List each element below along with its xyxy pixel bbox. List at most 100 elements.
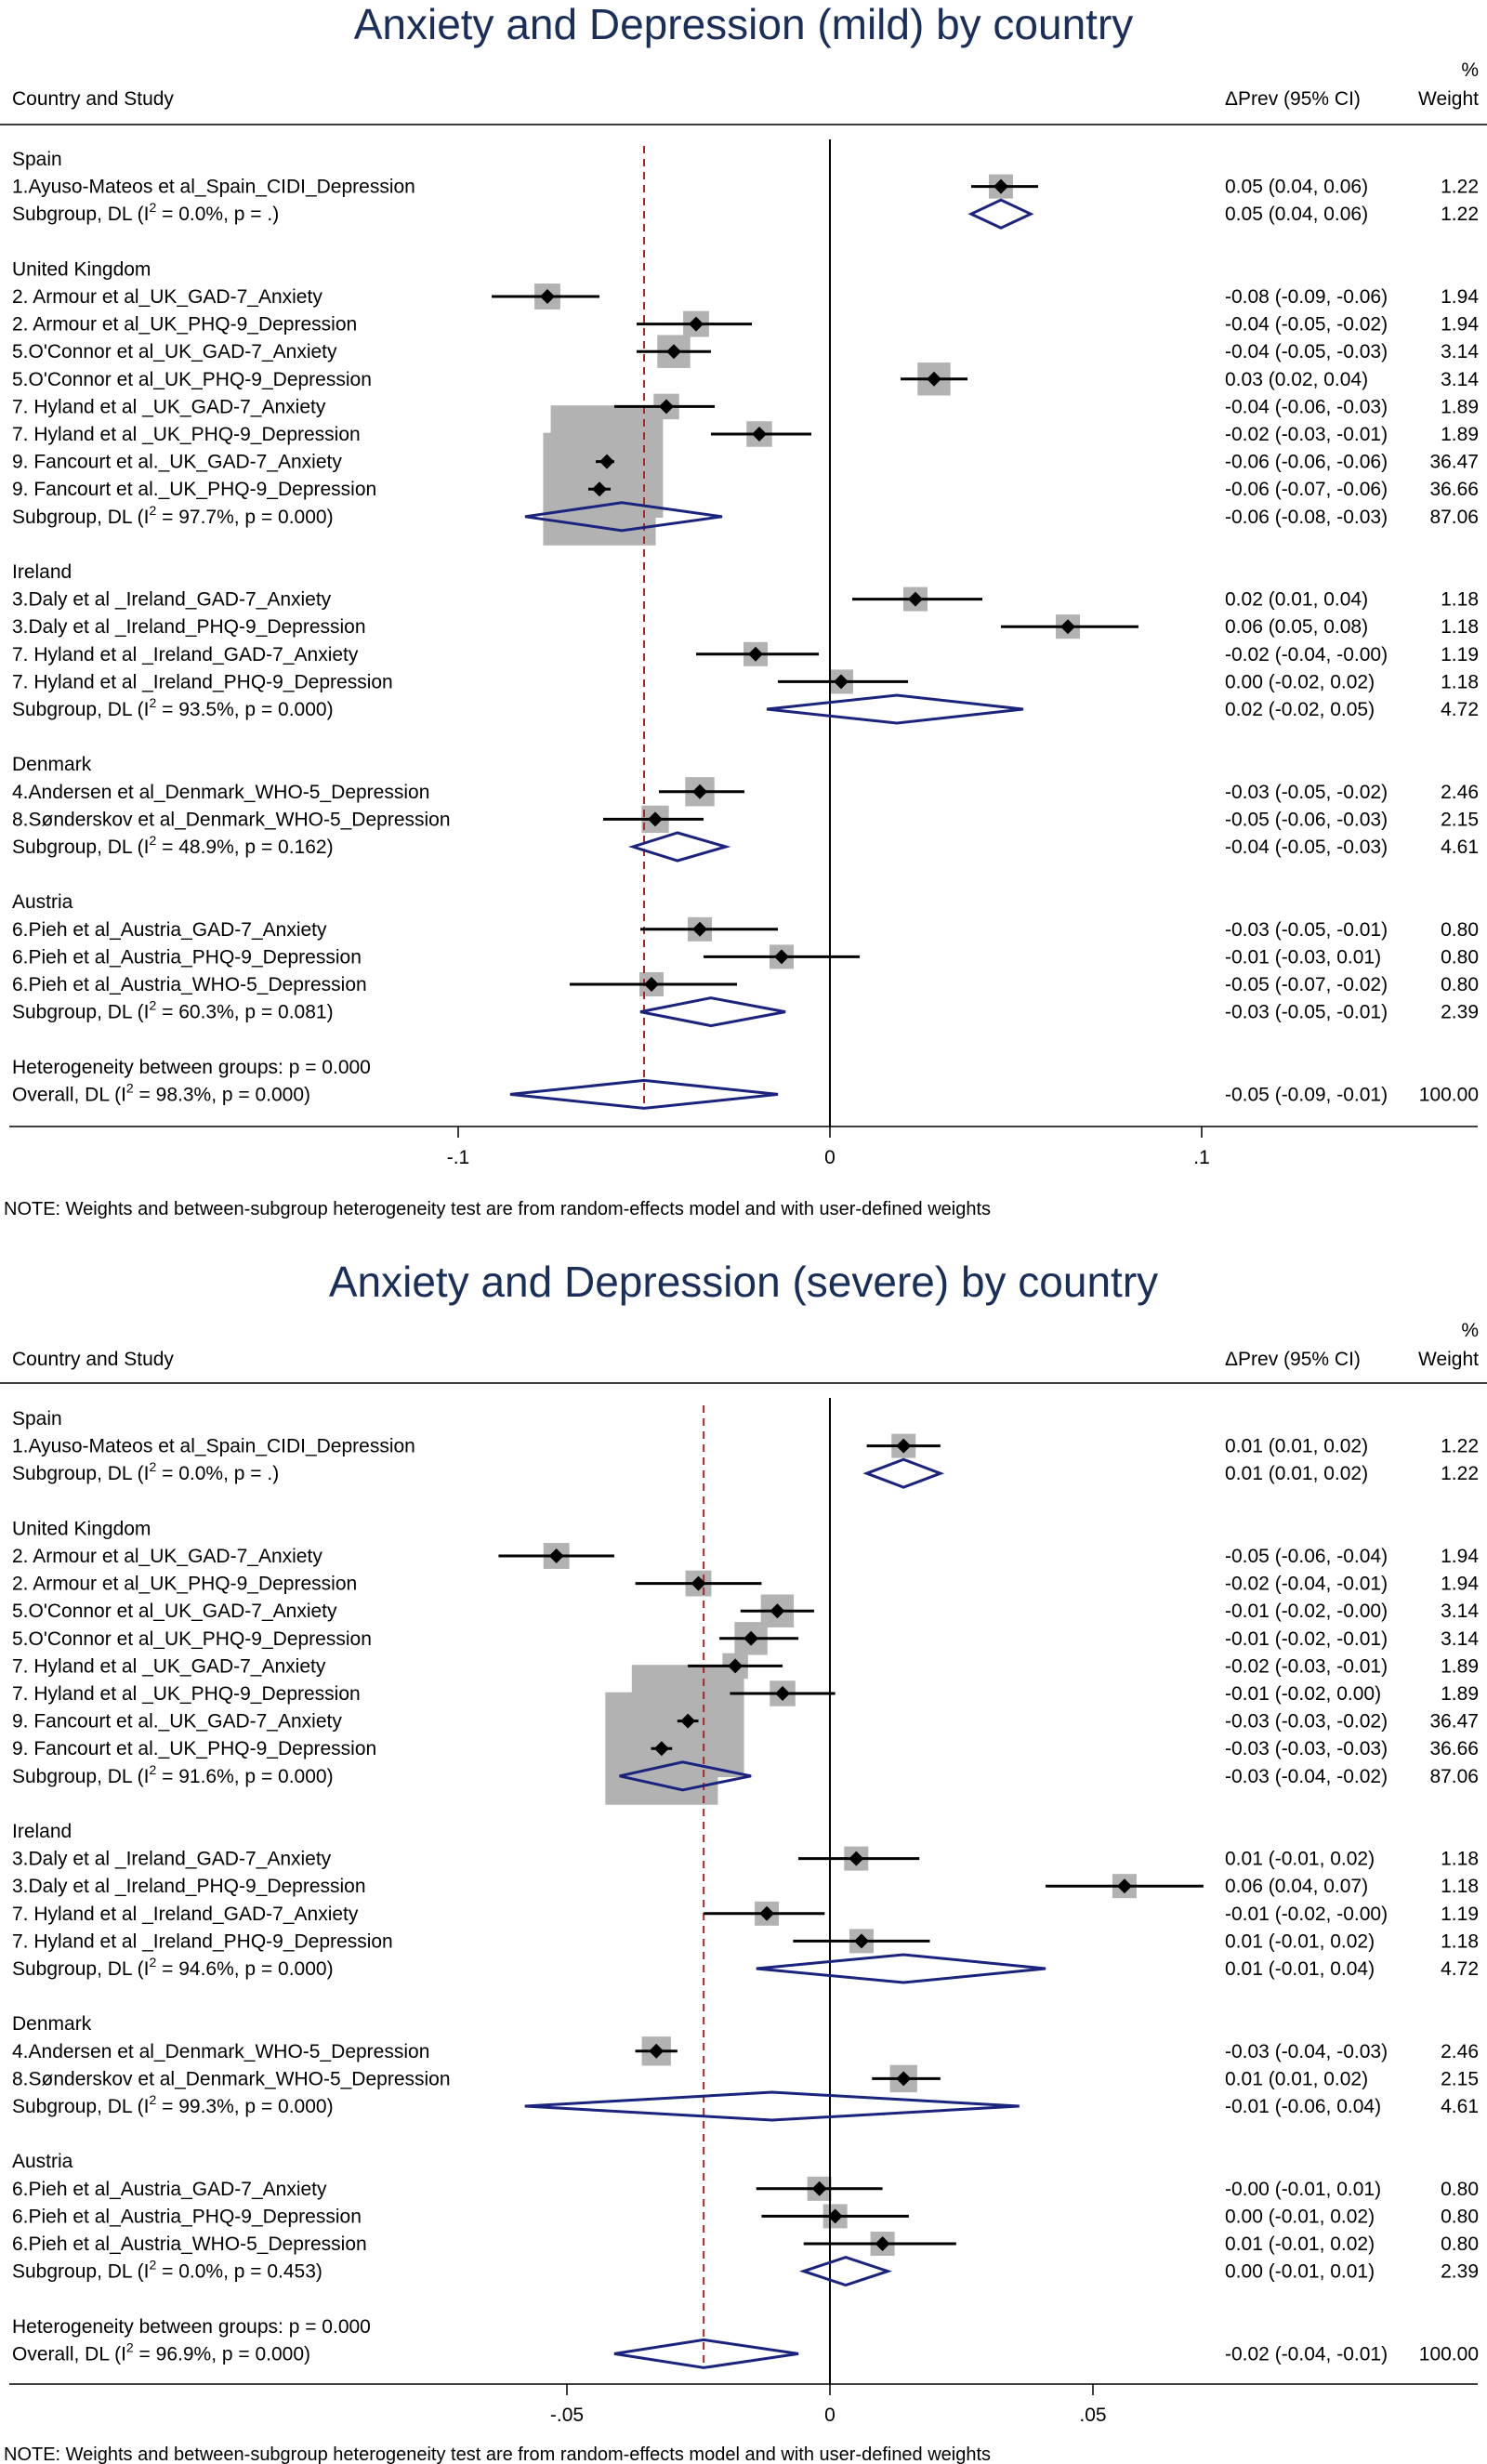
subgroup-label-main: Subgroup, DL (I bbox=[12, 1002, 149, 1023]
subgroup-label: Subgroup, DL (I2 = 48.9%, p = 0.162) bbox=[12, 833, 334, 858]
subgroup-effect-ci: -0.01 (-0.06, 0.04) bbox=[1225, 2096, 1381, 2117]
study-weight: 3.14 bbox=[1441, 369, 1479, 390]
study-weight: 1.18 bbox=[1441, 616, 1479, 638]
group-heading: United Kingdom bbox=[12, 258, 151, 280]
header-weight: Weight bbox=[1418, 88, 1479, 110]
study-label: 6.Pieh et al_Austria_PHQ-9_Depression bbox=[12, 2206, 362, 2227]
subgroup-label-rest: = 0.0%, p = .) bbox=[156, 204, 279, 225]
study-label: 2. Armour et al_UK_PHQ-9_Depression bbox=[12, 314, 357, 336]
overall-weight: 100.00 bbox=[1419, 1084, 1479, 1105]
study-weight: 1.18 bbox=[1441, 1849, 1479, 1870]
study-weight: 0.80 bbox=[1441, 2206, 1479, 2227]
study-weight: 1.18 bbox=[1441, 1876, 1479, 1897]
overall-label-rest: = 96.9%, p = 0.000) bbox=[134, 2343, 310, 2365]
study-label: 8.Sønderskov et al_Denmark_WHO-5_Depress… bbox=[12, 2068, 451, 2089]
chart-title: Anxiety and Depression (severe) by count… bbox=[329, 1258, 1158, 1306]
study-label: 7. Hyland et al _Ireland_GAD-7_Anxiety bbox=[12, 1904, 359, 1925]
subgroup-label-sup: 2 bbox=[149, 695, 156, 710]
study-effect-ci: 0.01 (0.01, 0.02) bbox=[1225, 1436, 1368, 1457]
subgroup-label-sup: 2 bbox=[149, 2092, 156, 2107]
subgroup-weight: 87.06 bbox=[1429, 1766, 1479, 1787]
study-effect-ci: 0.00 (-0.02, 0.02) bbox=[1225, 671, 1375, 692]
overall-diamond bbox=[613, 2338, 799, 2369]
study-weight: 2.15 bbox=[1441, 809, 1479, 830]
study-weight: 1.22 bbox=[1441, 1436, 1479, 1457]
weight-boxes bbox=[543, 1433, 1137, 2256]
study-weight: 2.46 bbox=[1441, 782, 1479, 803]
study-label: 7. Hyland et al _UK_PHQ-9_Depression bbox=[12, 424, 361, 445]
study-effect-ci: -0.00 (-0.01, 0.01) bbox=[1225, 2179, 1381, 2200]
group-heading: United Kingdom bbox=[12, 1518, 151, 1539]
study-weight: 1.18 bbox=[1441, 1930, 1479, 1952]
forest-panel-2: Anxiety and Depression (severe) by count… bbox=[0, 1258, 1487, 2464]
subgroup-label-rest: = 99.3%, p = 0.000) bbox=[156, 2096, 333, 2117]
weight-boxes bbox=[534, 174, 1080, 996]
point-estimate bbox=[692, 784, 707, 799]
study-weight: 2.15 bbox=[1441, 2068, 1479, 2089]
study-weight: 1.89 bbox=[1441, 424, 1479, 445]
study-weight: 1.94 bbox=[1441, 286, 1479, 308]
study-label: 1.Ayuso-Mateos et al_Spain_CIDI_Depressi… bbox=[12, 1436, 415, 1457]
study-label: 6.Pieh et al_Austria_GAD-7_Anxiety bbox=[12, 919, 327, 941]
point-estimate bbox=[759, 1905, 775, 1921]
study-weight: 3.14 bbox=[1441, 1628, 1479, 1650]
study-label: 4.Andersen et al_Denmark_WHO-5_Depressio… bbox=[12, 782, 429, 803]
subgroup-label: Subgroup, DL (I2 = 0.0%, p = 0.453) bbox=[12, 2258, 322, 2283]
study-label: 3.Daly et al _Ireland_PHQ-9_Depression bbox=[12, 1876, 366, 1897]
study-weight: 3.14 bbox=[1441, 1601, 1479, 1622]
subgroup-label-rest: = 94.6%, p = 0.000) bbox=[156, 1958, 333, 1980]
study-effect-ci: -0.01 (-0.02, 0.00) bbox=[1225, 1683, 1381, 1705]
subgroup-label-main: Subgroup, DL (I bbox=[12, 204, 149, 225]
point-estimate bbox=[875, 2236, 890, 2251]
study-label: 4.Andersen et al_Denmark_WHO-5_Depressio… bbox=[12, 2041, 429, 2062]
subgroup-label: Subgroup, DL (I2 = 97.7%, p = 0.000) bbox=[12, 503, 334, 528]
subgroup-label-sup: 2 bbox=[149, 1459, 156, 1474]
overall-label-sup: 2 bbox=[126, 2339, 134, 2354]
study-effect-ci: -0.04 (-0.05, -0.02) bbox=[1225, 314, 1388, 336]
point-estimate bbox=[680, 1713, 696, 1729]
subgroup-label-sup: 2 bbox=[149, 1762, 156, 1777]
study-effect-ci: -0.05 (-0.06, -0.03) bbox=[1225, 809, 1388, 830]
x-tick-label: -.05 bbox=[550, 2405, 584, 2426]
study-weight: 1.89 bbox=[1441, 1683, 1479, 1705]
point-estimate bbox=[752, 427, 767, 441]
overall-weight: 100.00 bbox=[1419, 2343, 1479, 2365]
study-weight: 36.47 bbox=[1429, 1711, 1479, 1733]
study-weight: 1.89 bbox=[1441, 396, 1479, 417]
subgroup-effect-ci: 0.01 (0.01, 0.02) bbox=[1225, 1463, 1368, 1484]
subgroup-label-rest: = 0.0%, p = 0.453) bbox=[156, 2261, 322, 2283]
subgroup-weight: 1.22 bbox=[1441, 204, 1479, 225]
overall-label-rest: = 98.3%, p = 0.000) bbox=[134, 1084, 310, 1105]
study-weight: 36.47 bbox=[1429, 452, 1479, 473]
x-tick-label: .1 bbox=[1193, 1147, 1210, 1168]
subgroup-effect-ci: -0.06 (-0.08, -0.03) bbox=[1225, 507, 1388, 528]
header-study: Country and Study bbox=[12, 1349, 174, 1370]
study-weight: 2.46 bbox=[1441, 2041, 1479, 2062]
study-weight: 1.19 bbox=[1441, 1904, 1479, 1925]
study-effect-ci: -0.01 (-0.02, -0.00) bbox=[1225, 1601, 1388, 1622]
study-label: 7. Hyland et al _UK_PHQ-9_Depression bbox=[12, 1683, 361, 1705]
study-label: 1.Ayuso-Mateos et al_Spain_CIDI_Depressi… bbox=[12, 177, 415, 198]
study-weight: 1.19 bbox=[1441, 644, 1479, 665]
point-estimate bbox=[775, 1686, 791, 1701]
subgroup-diamond bbox=[524, 501, 723, 533]
subgroup-label-main: Subgroup, DL (I bbox=[12, 2096, 149, 2117]
group-heading: Austria bbox=[12, 2151, 73, 2172]
study-effect-ci: -0.08 (-0.09, -0.06) bbox=[1225, 286, 1388, 308]
header-study: Country and Study bbox=[12, 88, 174, 110]
subgroup-effect-ci: 0.05 (0.04, 0.06) bbox=[1225, 204, 1368, 225]
point-estimate bbox=[896, 1438, 912, 1454]
point-estimate bbox=[908, 591, 923, 607]
point-estimate bbox=[728, 1658, 744, 1674]
study-weight: 1.18 bbox=[1441, 589, 1479, 611]
point-estimate bbox=[774, 949, 789, 965]
subgroup-weight: 4.72 bbox=[1441, 1958, 1479, 1980]
point-estimate bbox=[853, 1933, 869, 1949]
subgroup-label-sup: 2 bbox=[149, 200, 156, 215]
subgroup-diamond bbox=[862, 1457, 945, 1489]
point-estimate bbox=[599, 454, 614, 469]
study-label: 9. Fancourt et al._UK_GAD-7_Anxiety bbox=[12, 452, 342, 473]
subgroup-label: Subgroup, DL (I2 = 91.6%, p = 0.000) bbox=[12, 1762, 334, 1787]
subgroup-label-main: Subgroup, DL (I bbox=[12, 2261, 149, 2283]
